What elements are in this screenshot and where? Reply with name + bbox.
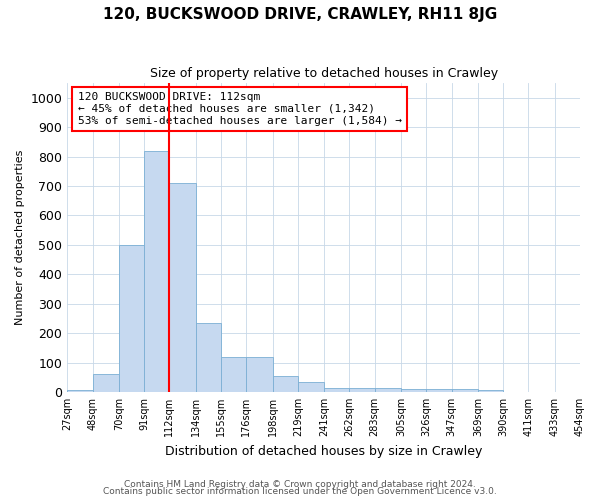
Bar [374,388,401,392]
Bar [92,374,119,392]
Bar [478,390,503,392]
Bar [119,245,144,392]
Bar [144,150,169,392]
Text: 120 BUCKSWOOD DRIVE: 112sqm
← 45% of detached houses are smaller (1,342)
53% of : 120 BUCKSWOOD DRIVE: 112sqm ← 45% of det… [77,92,401,126]
Bar [169,183,196,392]
Bar [221,356,246,392]
Bar [324,388,349,392]
Text: Contains HM Land Registry data © Crown copyright and database right 2024.: Contains HM Land Registry data © Crown c… [124,480,476,489]
Bar [452,389,478,392]
Text: Contains public sector information licensed under the Open Government Licence v3: Contains public sector information licen… [103,488,497,496]
Title: Size of property relative to detached houses in Crawley: Size of property relative to detached ho… [149,68,498,80]
Bar [401,389,427,392]
Y-axis label: Number of detached properties: Number of detached properties [15,150,25,325]
Bar [67,390,92,392]
Text: 120, BUCKSWOOD DRIVE, CRAWLEY, RH11 8JG: 120, BUCKSWOOD DRIVE, CRAWLEY, RH11 8JG [103,8,497,22]
Bar [246,356,272,392]
Bar [272,376,298,392]
X-axis label: Distribution of detached houses by size in Crawley: Distribution of detached houses by size … [165,444,482,458]
Bar [298,382,324,392]
Bar [349,388,374,392]
Bar [427,389,452,392]
Bar [196,323,221,392]
